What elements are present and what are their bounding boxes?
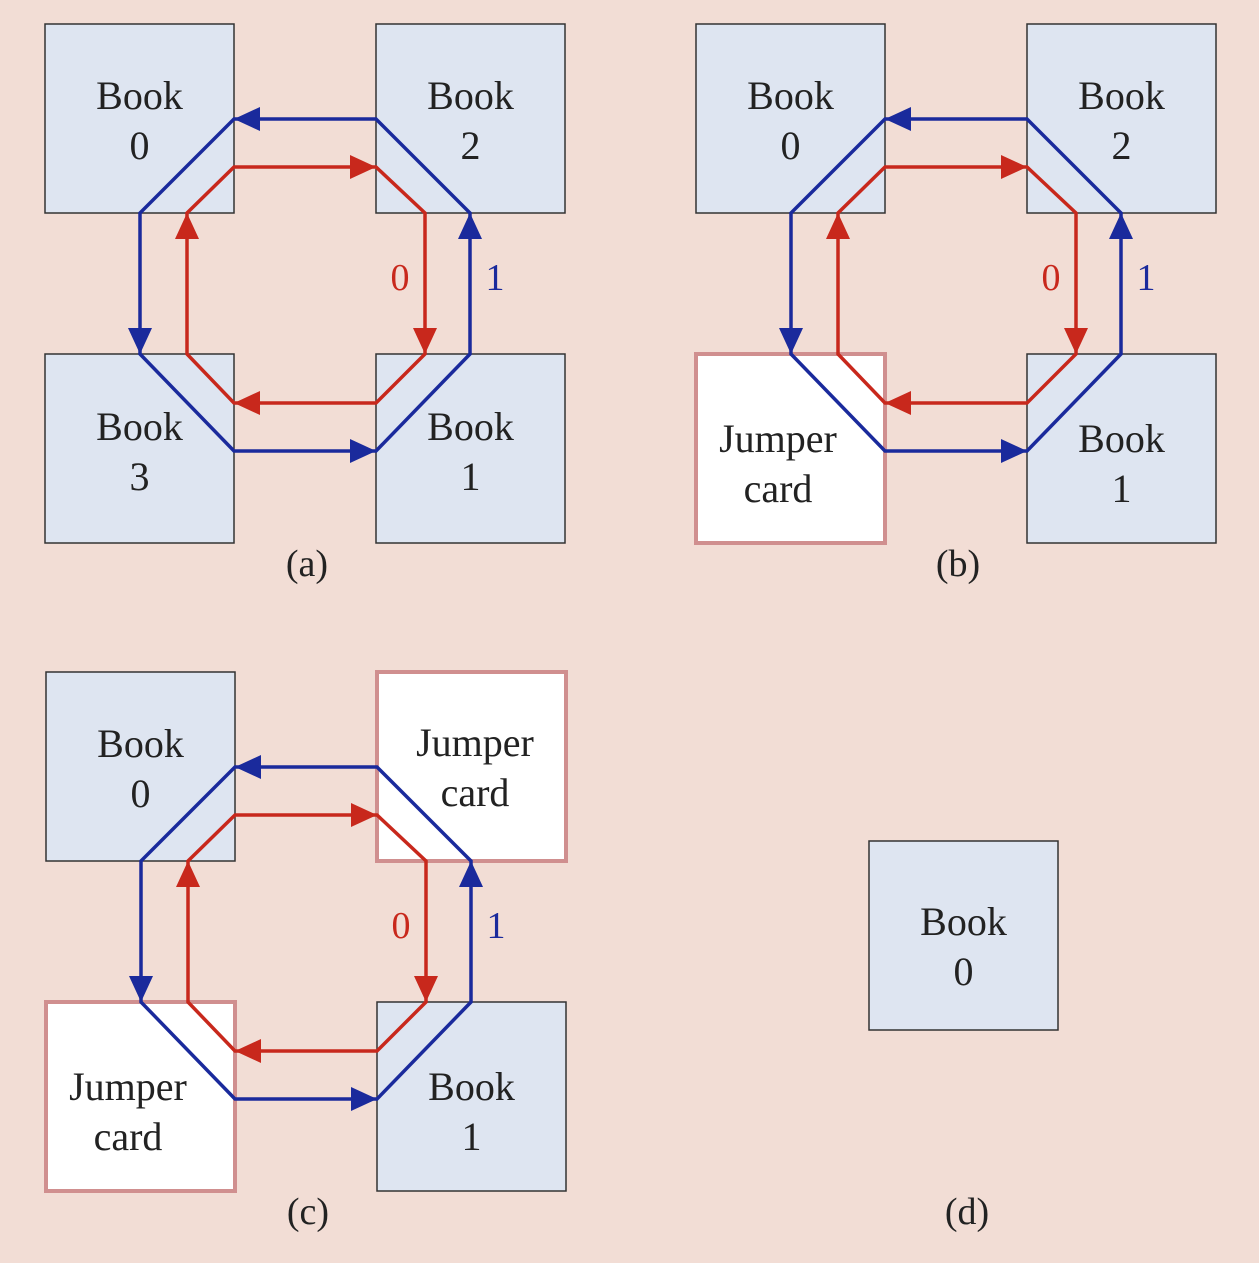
panel-b: Book 0 Book 2 Jumper card Book 1 0 1 (b) xyxy=(694,23,1217,585)
panel-caption: (a) xyxy=(286,543,328,585)
box-label-line2: 1 xyxy=(462,1114,482,1159)
box-label-line2: 1 xyxy=(461,454,481,499)
slot-top-right: Book 2 xyxy=(1026,23,1217,214)
panel-caption: (b) xyxy=(936,543,980,585)
ring-1-label: 1 xyxy=(487,905,506,947)
jumper-card-box xyxy=(694,352,887,545)
ring-0-arrowhead xyxy=(885,391,911,415)
panel-a: Book 0 Book 2 Book 3 Book 1 0 1 (a) xyxy=(44,23,566,585)
box-label-line2: 0 xyxy=(781,123,801,168)
ring-0-path xyxy=(186,813,428,1053)
box-label-line1: Jumper xyxy=(719,416,837,461)
ring-0 xyxy=(175,155,437,415)
ring-1-arrowhead xyxy=(885,107,911,131)
ring-0-arrowhead xyxy=(175,213,199,239)
box-label-line1: Book xyxy=(1078,416,1165,461)
book-single: Book 0 xyxy=(868,840,1059,1031)
box-label-line1: Book xyxy=(1078,73,1165,118)
book-box xyxy=(1026,353,1217,544)
book-box xyxy=(375,353,566,544)
ring-1-arrowhead xyxy=(459,861,483,887)
box-label-line1: Jumper xyxy=(416,720,534,765)
panel-caption: (d) xyxy=(945,1191,989,1233)
book-box xyxy=(45,671,236,862)
ring-0-path xyxy=(836,165,1078,405)
slot-top-right: Jumper card xyxy=(375,670,568,863)
slot-bottom-left: Jumper card xyxy=(44,1000,237,1193)
ring-1-label: 1 xyxy=(1137,257,1156,299)
ring-0-label: 0 xyxy=(391,257,410,299)
ring-1 xyxy=(779,107,1133,463)
ring-0-arrowhead xyxy=(235,1039,261,1063)
book-box xyxy=(868,840,1059,1031)
ring-1-arrowhead xyxy=(351,1087,377,1111)
box-label-line1: Book xyxy=(427,73,514,118)
ring-0-label: 0 xyxy=(392,905,411,947)
ring-1-label: 1 xyxy=(486,257,505,299)
panel-d: Book 0 (d) xyxy=(868,840,1059,1233)
ring-1-arrowhead xyxy=(234,107,260,131)
ring-1-arrowhead xyxy=(235,755,261,779)
ring-1-arrowhead xyxy=(1001,439,1027,463)
box-label-line1: Book xyxy=(97,721,184,766)
box-label-line2: 2 xyxy=(461,123,481,168)
panel-c: Book 0 Jumper card Jumper card Book 1 0 1 (c) xyxy=(44,670,568,1233)
ring-1-arrowhead xyxy=(350,439,376,463)
box-label-line2: 2 xyxy=(1112,123,1132,168)
box-label-line1: Jumper xyxy=(69,1064,187,1109)
ring-0-label: 0 xyxy=(1042,257,1061,299)
book-box xyxy=(375,23,566,214)
box-label-line1: Book xyxy=(96,404,183,449)
slot-bottom-left: Book 3 xyxy=(44,353,235,544)
box-label-line2: card xyxy=(441,770,510,815)
box-label-line2: 0 xyxy=(131,771,151,816)
book-box xyxy=(1026,23,1217,214)
slot-top-left: Book 0 xyxy=(44,23,235,214)
ring-0-arrowhead xyxy=(351,803,377,827)
box-label-line1: Book xyxy=(428,1064,515,1109)
ring-0 xyxy=(826,155,1088,415)
box-label-line2: 1 xyxy=(1112,466,1132,511)
ring-0-arrowhead xyxy=(1001,155,1027,179)
slot-bottom-left: Jumper card xyxy=(694,352,887,545)
box-label-line1: Book xyxy=(96,73,183,118)
box-label-line1: Book xyxy=(747,73,834,118)
ring-0-path xyxy=(185,165,427,405)
ring-0-arrowhead xyxy=(414,976,438,1002)
ring-1 xyxy=(128,107,482,463)
slot-bottom-right: Book 1 xyxy=(375,353,566,544)
book-box xyxy=(44,23,235,214)
box-label-line1: Book xyxy=(920,899,1007,944)
ring-0-arrowhead xyxy=(826,213,850,239)
slot-top-right: Book 2 xyxy=(375,23,566,214)
ring-1-arrowhead xyxy=(458,213,482,239)
slot-bottom-right: Book 1 xyxy=(376,1001,567,1192)
box-label-line2: card xyxy=(94,1114,163,1159)
ring-0-arrowhead xyxy=(350,155,376,179)
ring-0-arrowhead xyxy=(413,328,437,354)
box-label-line2: 0 xyxy=(130,123,150,168)
box-label-line2: 3 xyxy=(130,454,150,499)
panel-caption: (c) xyxy=(287,1191,329,1233)
book-box xyxy=(695,23,886,214)
slot-top-left: Book 0 xyxy=(45,671,236,862)
ring-1 xyxy=(129,755,483,1111)
slot-bottom-right: Book 1 xyxy=(1026,353,1217,544)
box-label-line2: 0 xyxy=(954,949,974,994)
ring-0-arrowhead xyxy=(234,391,260,415)
slot-top-left: Book 0 xyxy=(695,23,886,214)
ring-0-arrowhead xyxy=(1064,328,1088,354)
ring-1-arrowhead xyxy=(128,328,152,354)
box-label-line2: card xyxy=(744,466,813,511)
ring-1-arrowhead xyxy=(1109,213,1133,239)
book-box xyxy=(44,353,235,544)
ring-1-arrowhead xyxy=(779,328,803,354)
ring-0-arrowhead xyxy=(176,861,200,887)
box-label-line1: Book xyxy=(427,404,514,449)
jumper-card-box xyxy=(375,670,568,863)
ring-0 xyxy=(176,803,438,1063)
ring-1-arrowhead xyxy=(129,976,153,1002)
